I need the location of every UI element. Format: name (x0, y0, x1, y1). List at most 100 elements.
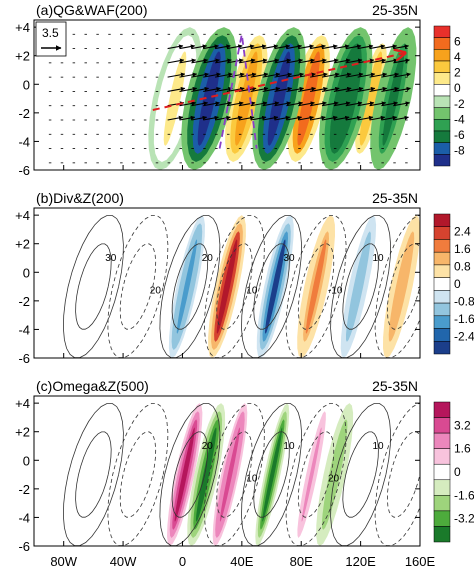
colorbar-swatch (433, 37, 451, 50)
height-contour (330, 403, 392, 546)
positive-anomaly-band (301, 427, 322, 522)
y-tick-label: -4 (18, 510, 30, 525)
waf-vector (393, 72, 411, 78)
height-contour (171, 243, 209, 330)
waf-vector (333, 86, 352, 92)
panel-b-title: (b)Div&Z(200) (36, 190, 124, 206)
panel-a-colorbar: 64 20 -2-4 -6-8 (433, 25, 465, 167)
waf-vector (321, 44, 338, 50)
height-contour (171, 431, 209, 518)
waf-vector (310, 86, 328, 92)
colorbar-label: -6 (454, 128, 465, 142)
positive-anomaly-band (305, 239, 327, 334)
colorbar-swatch (433, 526, 451, 543)
colorbar-swatch (433, 25, 451, 38)
negative-anomaly-band (195, 427, 217, 522)
waf-vector (381, 101, 399, 107)
waf-vector (369, 86, 388, 92)
waf-vector (393, 101, 410, 107)
waf-vector (369, 44, 386, 50)
contour-label: 30 (283, 253, 295, 264)
waf-vector (238, 115, 255, 121)
waf-vector (381, 115, 398, 121)
colorbar-swatch (433, 463, 451, 481)
contour-label: 30 (105, 253, 117, 264)
panel-b-frame (33, 207, 421, 359)
waf-vector (179, 72, 198, 78)
contour-label: 20 (202, 253, 214, 264)
waf-vector (345, 101, 363, 107)
height-contour (119, 431, 157, 518)
waf-vector (215, 72, 233, 78)
waf-vector (179, 101, 197, 107)
waf-vector (179, 44, 196, 50)
colorbar-label: 0.8 (454, 260, 471, 274)
waf-vector (226, 101, 244, 107)
waf-vector (286, 86, 305, 92)
colorbar-label: 2.4 (454, 225, 471, 239)
waf-vector (238, 58, 256, 64)
colorbar-swatch (433, 432, 451, 449)
x-tick-label: 120E (345, 554, 376, 569)
waf-vector (298, 58, 315, 64)
x-tick-label: 80E (290, 554, 313, 569)
waf-vector (167, 44, 184, 50)
panel-b-div-z: 20 10 30 -10 10 10 30 20 (b)Div&Z(200) 25-35N +… (15, 190, 474, 366)
colorbar-swatch (433, 72, 451, 85)
x-tick-label: 160E (405, 554, 436, 569)
colorbar-label: -8 (454, 143, 465, 157)
waf-vector (191, 115, 208, 121)
reference-vector-label: 3.5 (42, 26, 59, 40)
colorbar-swatch (433, 264, 451, 278)
waf-vector (203, 58, 220, 64)
waf-vector (345, 44, 362, 50)
waf-vector (250, 115, 267, 121)
height-contour (75, 243, 112, 330)
height-contour (75, 431, 112, 518)
waf-vector (381, 86, 400, 92)
contour-label: 10 (372, 253, 384, 264)
waf-vector (203, 44, 219, 50)
colorbar-label: 0 (454, 277, 461, 291)
y-tick-label: 0 (23, 77, 30, 92)
waf-vector (250, 58, 268, 64)
waf-vector (310, 115, 326, 121)
waf-vector (203, 86, 221, 92)
waf-vector (226, 58, 244, 64)
y-tick-label: -2 (18, 106, 30, 121)
colorbar-label: -4 (454, 112, 465, 126)
waf-vector (298, 86, 316, 92)
waf-vector (357, 86, 376, 92)
contour-label: 20 (328, 474, 340, 485)
colorbar-label: -2.4 (454, 330, 474, 344)
waf-vector (262, 101, 280, 107)
colorbar-swatch (433, 251, 451, 266)
y-tick-label: 0 (23, 453, 30, 468)
waf-vector (215, 115, 231, 121)
height-contour (107, 215, 169, 358)
colorbar-swatch (433, 495, 451, 512)
height-contour (285, 403, 347, 546)
waf-vector (298, 115, 314, 121)
height-contour (386, 243, 420, 330)
waf-vector (226, 86, 245, 92)
waf-vector (262, 44, 279, 50)
colorbar-swatch (433, 448, 451, 465)
negative-anomaly-band (262, 427, 283, 522)
panel-a-frame (33, 19, 421, 171)
panel-a-title: (a)QG&WAF(200) (36, 2, 148, 18)
colorbar-label: -0.8 (454, 295, 474, 309)
waf-vector (310, 72, 328, 78)
height-contour (285, 215, 347, 358)
waf-vector (179, 86, 198, 92)
colorbar-label: 2 (454, 66, 461, 80)
negative-anomaly-band (265, 239, 286, 334)
waf-vector (262, 58, 280, 64)
contour-label: 20 (150, 286, 162, 297)
height-contour (107, 403, 169, 546)
waf-vector (191, 86, 210, 92)
waf-vector (298, 101, 315, 107)
colorbar-swatch (433, 277, 451, 291)
height-contour (216, 431, 253, 518)
positive-anomaly-band (219, 427, 240, 522)
